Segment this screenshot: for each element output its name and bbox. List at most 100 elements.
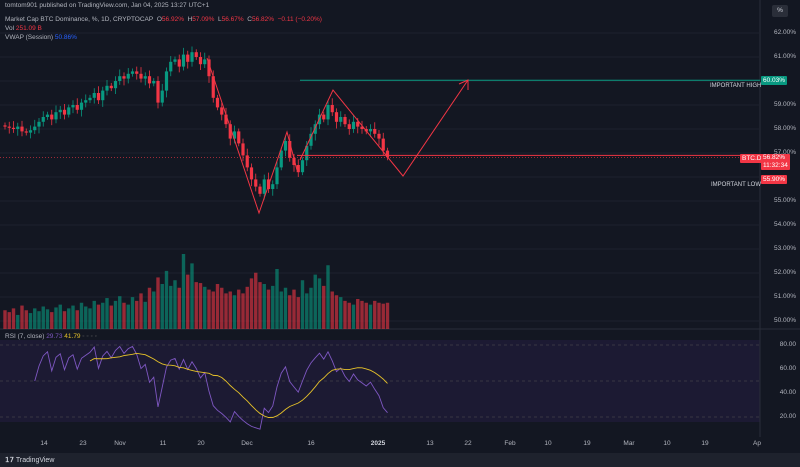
- candle-body: [347, 124, 351, 129]
- close-value: 56.82%: [251, 16, 275, 23]
- candle-body: [130, 71, 135, 74]
- volume-bar: [130, 297, 135, 329]
- volume-bar: [300, 280, 305, 329]
- candle-body: [245, 155, 249, 168]
- volume-bar: [84, 306, 88, 329]
- candle-body: [326, 105, 330, 120]
- volume-bar: [313, 274, 317, 329]
- candle-body: [356, 121, 360, 127]
- candle-body: [3, 125, 7, 127]
- ohlc-legend: Market Cap BTC Dominance, %, 1D, CRYPTOC…: [5, 16, 322, 23]
- candle-body: [88, 97, 92, 101]
- candle-body: [343, 117, 347, 125]
- candle-body: [152, 81, 156, 84]
- volume-bar: [92, 300, 96, 329]
- volume-bar: [45, 309, 50, 329]
- volume-bar: [113, 300, 118, 329]
- candle-body: [368, 129, 373, 132]
- tradingview-brand[interactable]: TradingView: [15, 457, 55, 464]
- candle-body: [147, 76, 152, 84]
- time-axis-label: Feb: [504, 440, 516, 447]
- candle-body: [37, 121, 41, 127]
- volume-bar: [164, 270, 169, 329]
- volume-bar: [37, 311, 41, 329]
- candle-body: [186, 54, 190, 62]
- candle-body: [156, 81, 160, 103]
- candle-body: [224, 114, 228, 125]
- volume-bar: [279, 291, 283, 329]
- projection-path-drawing: [299, 79, 469, 177]
- candle-body: [71, 105, 75, 108]
- vwap-legend[interactable]: VWAP (Session) 50.86%: [5, 34, 77, 41]
- time-axis-label: 10: [544, 440, 552, 447]
- volume-bar: [271, 285, 275, 329]
- percent-scale-button[interactable]: %: [772, 5, 788, 17]
- volume-bar: [377, 302, 381, 329]
- candle-body: [62, 109, 67, 115]
- volume-bar: [373, 300, 377, 329]
- volume-bar: [118, 296, 122, 329]
- price-axis-label: 57.00%: [773, 149, 796, 156]
- volume-bar: [58, 304, 62, 329]
- volume-bar: [228, 291, 232, 329]
- candle-body: [190, 52, 194, 62]
- candle-body: [360, 126, 364, 129]
- volume-bar: [220, 287, 224, 329]
- candle-body: [305, 145, 309, 161]
- time-axis-label: 16: [307, 440, 315, 447]
- candle-body: [330, 105, 334, 113]
- volume-bar: [258, 282, 262, 329]
- candle-body: [20, 126, 24, 132]
- volume-bar: [122, 302, 126, 329]
- candle-body: [203, 59, 207, 65]
- candle-body: [296, 165, 300, 173]
- candle-body: [211, 76, 215, 98]
- candle-body: [41, 117, 45, 122]
- volume-bar: [177, 287, 181, 329]
- volume-bar: [296, 297, 300, 329]
- tradingview-logo-icon: 𝟣𝟩: [5, 457, 16, 464]
- rsi-legend[interactable]: RSI (7, close) 29.73 41.79 ◦ ◦ ◦ ◦: [5, 333, 98, 340]
- volume-bar: [190, 263, 194, 329]
- rsi-axis-label: 40.00: [779, 389, 796, 396]
- candle-body: [322, 114, 326, 120]
- volume-bar: [364, 302, 368, 329]
- candle-body: [75, 105, 79, 110]
- time-axis-label: 23: [79, 440, 87, 447]
- volume-bar: [24, 310, 28, 329]
- important-high-label: IMPORTANT HIGH: [710, 83, 762, 89]
- candle-body: [7, 126, 11, 128]
- volume-legend[interactable]: Vol 251.09 B: [5, 25, 42, 32]
- arrow-head-icon: [458, 79, 469, 90]
- volume-bar: [237, 289, 241, 329]
- candle-body: [92, 93, 96, 98]
- candle-body: [139, 73, 143, 79]
- candle-body: [377, 133, 381, 139]
- volume-bar: [198, 283, 203, 329]
- volume-bar: [317, 278, 322, 329]
- rsi-line: [34, 345, 388, 430]
- candle-body: [169, 61, 173, 72]
- volume-bar: [169, 285, 173, 329]
- price-axis-label: 50.00%: [773, 317, 796, 324]
- candle-body: [313, 124, 317, 134]
- candle-body: [228, 124, 232, 139]
- candle-body: [258, 186, 262, 194]
- candle-body: [279, 150, 283, 168]
- candle-body: [334, 112, 339, 122]
- price-axis-label: 51.00%: [773, 293, 796, 300]
- symbol-title[interactable]: Market Cap BTC Dominance, %, 1D, CRYPTOC…: [5, 16, 154, 23]
- candle-body: [339, 117, 343, 122]
- volume-bar: [101, 302, 105, 329]
- low-price-tag: 55.90%: [761, 175, 788, 184]
- volume-bar: [215, 284, 220, 329]
- candle-body: [79, 102, 84, 110]
- candle-body: [309, 133, 313, 146]
- candle-body: [45, 114, 50, 117]
- volume-bar: [160, 284, 164, 329]
- volume-bar: [254, 272, 258, 329]
- candle-body: [105, 85, 109, 91]
- time-axis-label: Ap: [753, 440, 761, 447]
- candle-body: [101, 90, 105, 101]
